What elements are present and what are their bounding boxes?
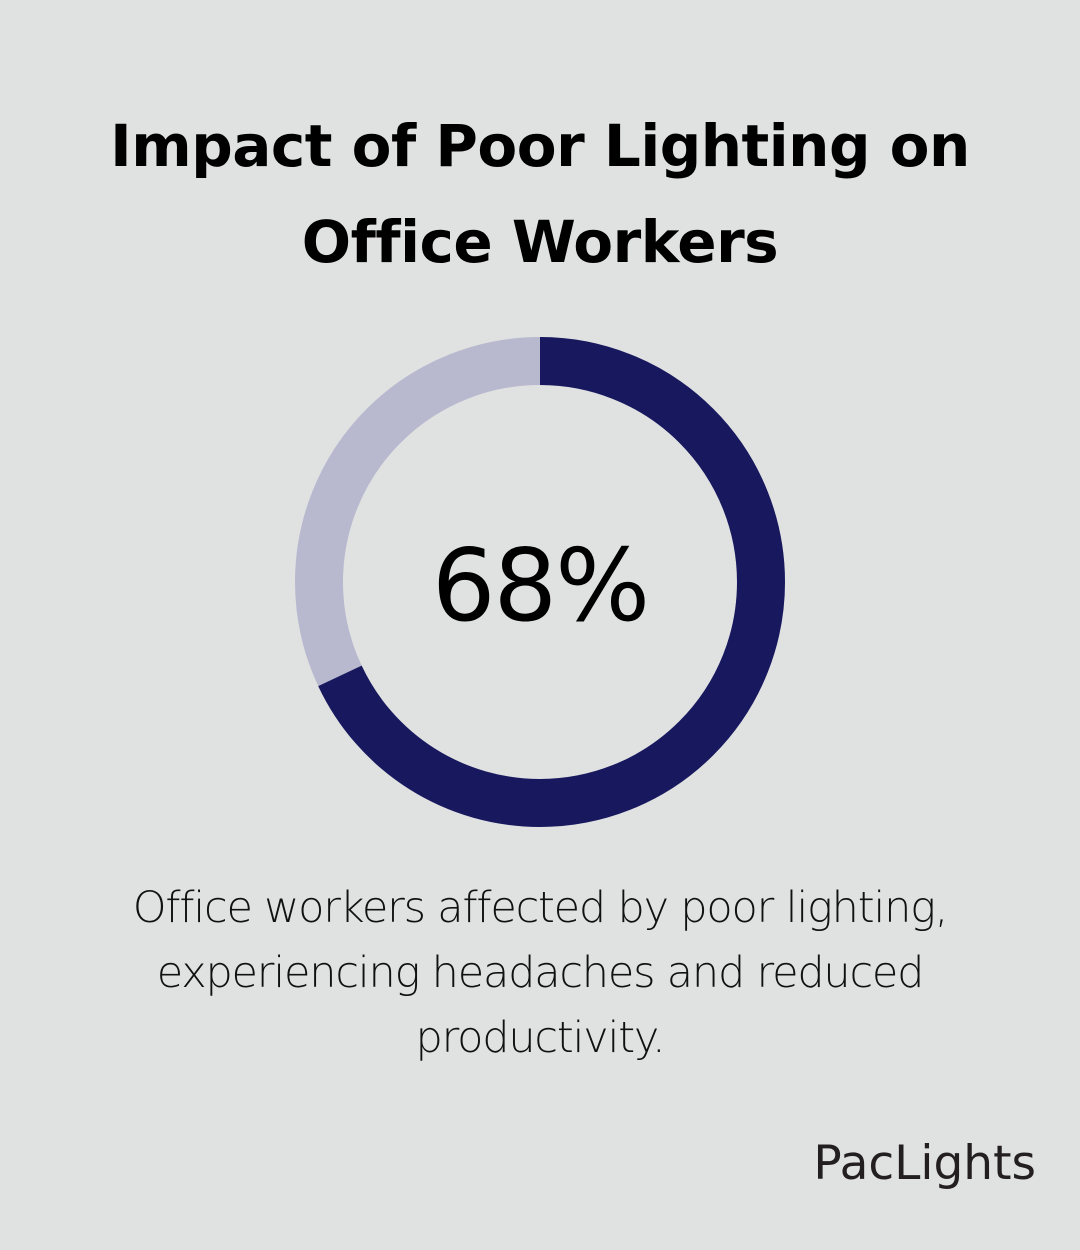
- brand-logo: PacLights: [813, 1136, 1036, 1191]
- donut-ring: [295, 337, 785, 827]
- title-line-1: Impact of Poor Lighting on: [110, 112, 970, 180]
- chart-caption: Office workers affected by poor lighting…: [90, 876, 990, 1071]
- page-title: Impact of Poor Lighting on Office Worker…: [0, 98, 1080, 290]
- donut-chart: 68%: [294, 336, 786, 828]
- caption-line-2: experiencing headaches and reduced: [156, 948, 925, 998]
- caption-line-1: Office workers affected by poor lighting…: [132, 883, 949, 933]
- donut-filled-segment: [295, 337, 785, 827]
- caption-line-3: productivity.: [415, 1013, 666, 1063]
- donut-center-value: 68%: [431, 526, 650, 644]
- title-line-2: Office Workers: [301, 208, 779, 276]
